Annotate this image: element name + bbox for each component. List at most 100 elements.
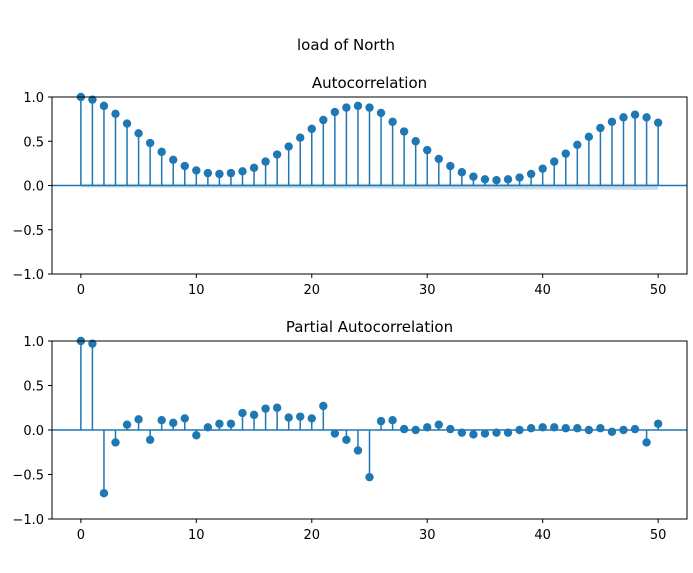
acf-ytick-label-3: 0.5 [23,135,44,150]
acf-point-lag-36 [492,175,501,185]
acf-xtick-label-0: 0 [77,283,85,298]
acf-point-lag-47 [619,113,628,122]
acf-markers [76,92,663,185]
pacf-point-lag-21 [319,401,328,411]
pacf-point-lag-42 [561,424,570,433]
acf-plot: 0 10 20 30 40 50 −1.0 −0.5 0.0 0.5 1.0 Autocorrela… [12,74,688,298]
pacf-ytick-label-2: 0.0 [23,424,44,439]
acf-xtick-label-50: 50 [650,283,667,298]
acf-point-lag-8 [169,155,178,165]
pacf-point-lag-46 [607,427,617,436]
pacf-point-lag-7 [157,416,166,425]
acf-point-lag-14 [238,167,247,176]
acf-point-lag-39 [526,169,536,179]
acf-point-lag-41 [550,157,559,166]
pacf-point-lag-15 [249,410,259,420]
acf-point-lag-38 [515,173,524,182]
acf-point-lag-46 [607,117,617,126]
acf-xtick-label-40: 40 [534,283,551,298]
pacf-point-lag-18 [284,413,293,422]
pacf-point-lag-12 [215,419,224,428]
pacf-point-lag-26 [376,416,386,426]
pacf-point-lag-8 [169,418,178,428]
acf-ytick-label-2: 0.0 [23,180,44,195]
pacf-point-lag-20 [307,414,316,423]
acf-ytick-label-0: −1.0 [12,268,44,283]
pacf-point-lag-6 [145,435,155,444]
pacf-xtick-label-0: 0 [77,528,85,543]
pacf-point-lag-10 [192,431,201,440]
acf-point-lag-13 [226,168,236,178]
pacf-point-lag-48 [630,424,640,434]
acf-point-lag-43 [573,140,582,149]
acf-point-lag-3 [111,109,120,119]
acf-point-lag-21 [319,115,328,125]
pacf-point-lag-19 [296,412,305,421]
pacf-point-lag-16 [261,404,270,413]
pacf-plot: 0 10 20 30 40 50 −1.0 −0.5 0.0 0.5 1.0 Partial Aut… [12,318,688,543]
acf-point-lag-48 [630,110,640,119]
acf-point-lag-17 [272,150,282,159]
pacf-ytick-label-0: −1.0 [12,513,44,528]
pacf-title: Partial Autocorrelation [286,318,453,336]
acf-point-lag-22 [330,107,340,117]
acf-point-lag-34 [469,172,478,181]
pacf-point-lag-4 [122,420,132,429]
pacf-markers [76,336,663,498]
pacf-xtick-label-10: 10 [188,528,205,543]
acf-point-lag-11 [203,168,213,178]
pacf-point-lag-14 [238,408,247,418]
acf-point-lag-24 [353,101,363,111]
pacf-point-lag-49 [642,438,651,447]
acf-point-lag-10 [192,166,201,175]
acf-point-lag-12 [215,169,224,179]
pacf-point-lag-17 [272,403,282,412]
acf-title: Autocorrelation [312,74,427,92]
acf-point-lag-29 [411,137,420,146]
pacf-stems [80,341,659,494]
acf-axes: 0 10 20 30 40 50 −1.0 −0.5 0.0 0.5 1.0 [12,91,688,298]
acf-point-lag-35 [480,175,490,184]
acf-point-lag-45 [596,123,605,133]
pacf-point-lag-22 [330,429,340,438]
pacf-xtick-label-40: 40 [534,528,551,543]
acf-point-lag-20 [307,124,316,134]
acf-xtick-label-30: 30 [419,283,436,298]
acf-ytick-label-1: −0.5 [12,224,44,239]
acf-point-lag-32 [446,161,455,171]
pacf-point-lag-28 [399,424,409,434]
pacf-point-lag-23 [342,435,351,444]
pacf-point-lag-5 [134,415,143,424]
pacf-point-lag-32 [446,424,455,434]
acf-point-lag-42 [561,149,570,158]
acf-point-lag-44 [584,132,594,142]
acf-point-lag-50 [653,118,663,127]
acf-point-lag-26 [376,108,386,118]
pacf-xtick-label-50: 50 [650,528,667,543]
pacf-point-lag-27 [388,416,397,425]
pacf-point-lag-35 [480,429,490,438]
acf-point-lag-37 [503,175,513,184]
acf-point-lag-1 [88,95,97,104]
pacf-point-lag-50 [653,419,663,428]
pacf-axes: 0 10 20 30 40 50 −1.0 −0.5 0.0 0.5 1.0 [12,335,688,543]
pacf-point-lag-1 [88,339,97,348]
pacf-point-lag-31 [434,420,443,429]
acf-point-lag-28 [399,127,409,136]
acf-point-lag-30 [423,145,432,155]
acf-point-lag-31 [434,154,443,164]
acf-point-lag-49 [642,113,651,122]
acf-point-lag-18 [284,142,293,151]
pacf-point-lag-2 [99,488,109,498]
pacf-point-lag-34 [469,430,478,439]
pacf-xtick-label-20: 20 [303,528,320,543]
acf-point-lag-5 [134,129,143,138]
pacf-point-lag-43 [573,424,582,433]
acf-point-lag-7 [157,147,166,157]
acf-point-lag-23 [342,103,351,112]
acf-point-lag-19 [296,133,305,142]
figure-suptitle: load of North [297,36,395,54]
pacf-ytick-label-3: 0.5 [23,380,44,395]
acf-point-lag-16 [261,157,270,166]
